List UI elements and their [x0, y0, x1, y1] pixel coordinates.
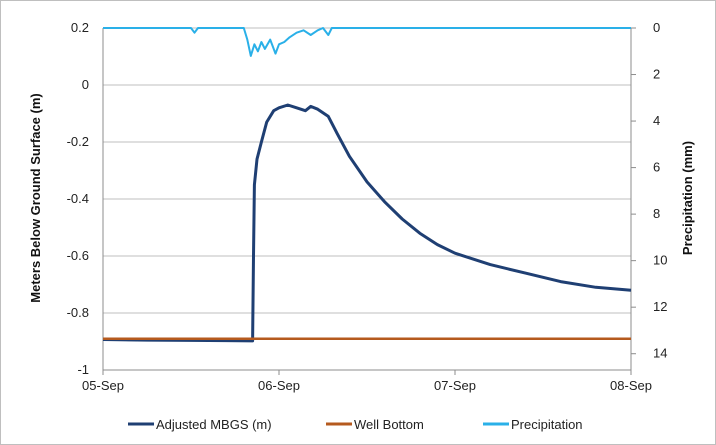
y-right-tick-label: 2	[653, 67, 660, 82]
y-right-tick-label: 0	[653, 20, 660, 35]
series-lines	[102, 27, 632, 343]
y-axis-right-title: Precipitation (mm)	[680, 141, 695, 255]
y-left-tick-label: -0.4	[67, 191, 89, 206]
series-line-adjusted-mbgs-m	[102, 103, 632, 343]
y-right-tick-label: 10	[653, 253, 667, 268]
x-tick-label: 05-Sep	[82, 378, 124, 393]
y-left-tick-label: 0.2	[71, 20, 89, 35]
y-left-tick-label: -0.6	[67, 248, 89, 263]
y-left-tick-label: -0.2	[67, 134, 89, 149]
y-left-tick-label: -0.8	[67, 305, 89, 320]
y-right-tick-label: 8	[653, 206, 660, 221]
y-axis-left-title: Meters Below Ground Surface (m)	[28, 93, 43, 302]
x-tick-label: 07-Sep	[434, 378, 476, 393]
series-line-precipitation	[103, 27, 631, 57]
y-right-tick-label: 12	[653, 299, 667, 314]
y-left-tick-label: -1	[77, 362, 89, 377]
legend: Adjusted MBGS (m) Well Bottom Precipitatio…	[128, 417, 583, 432]
legend-label: Adjusted MBGS (m)	[156, 417, 272, 432]
x-tick-label: 06-Sep	[258, 378, 300, 393]
legend-label: Precipitation	[511, 417, 583, 432]
y-right-tick-label: 6	[653, 160, 660, 175]
y-left-tick-label: 0	[82, 77, 89, 92]
x-tick-label: 08-Sep	[610, 378, 652, 393]
y-right-tick-label: 14	[653, 346, 667, 361]
legend-label: Well Bottom	[354, 417, 424, 432]
axes: 0.2 0 -0.2 -0.4 -0.6 -0.8 -1 0 2 4 6 8 10 12 14 05-Sep 0…	[67, 20, 668, 393]
y-right-tick-label: 4	[653, 113, 660, 128]
